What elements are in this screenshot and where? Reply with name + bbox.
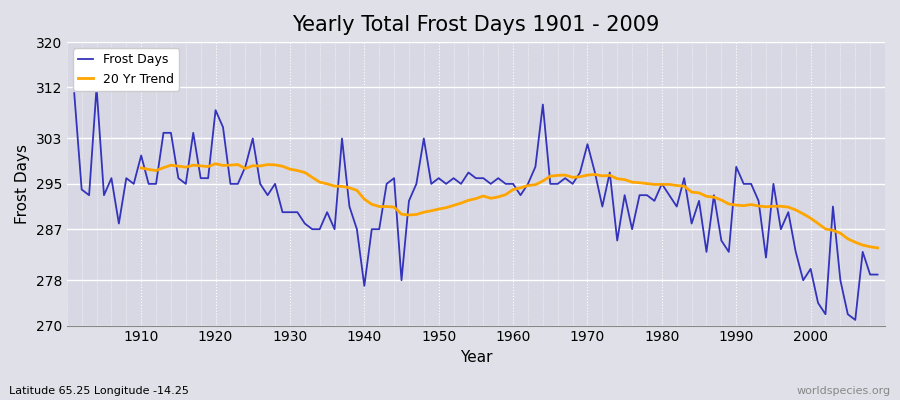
- 20 Yr Trend: [582, 173, 593, 178]
- Legend: Frost Days, 20 Yr Trend: Frost Days, 20 Yr Trend: [73, 48, 179, 91]
- Frost Days: [605, 170, 616, 175]
- 20 Yr Trend: [872, 246, 883, 250]
- 20 Yr Trend: [314, 180, 325, 184]
- Frost Days: [508, 182, 518, 186]
- Text: Latitude 65.25 Longitude -14.25: Latitude 65.25 Longitude -14.25: [9, 386, 189, 396]
- Frost Days: [344, 204, 355, 209]
- Frost Days: [68, 91, 79, 96]
- 20 Yr Trend: [842, 236, 853, 241]
- Line: Frost Days: Frost Days: [74, 88, 878, 320]
- Frost Days: [136, 153, 147, 158]
- Frost Days: [300, 221, 310, 226]
- Frost Days: [850, 318, 860, 322]
- 20 Yr Trend: [211, 161, 221, 166]
- Frost Days: [515, 193, 526, 198]
- Line: 20 Yr Trend: 20 Yr Trend: [141, 164, 878, 248]
- X-axis label: Year: Year: [460, 350, 492, 365]
- Title: Yearly Total Frost Days 1901 - 2009: Yearly Total Frost Days 1901 - 2009: [292, 15, 660, 35]
- 20 Yr Trend: [284, 167, 295, 172]
- 20 Yr Trend: [523, 183, 534, 188]
- Y-axis label: Frost Days: Frost Days: [15, 144, 30, 224]
- 20 Yr Trend: [136, 166, 147, 170]
- Frost Days: [91, 85, 102, 90]
- 20 Yr Trend: [820, 226, 831, 231]
- Text: worldspecies.org: worldspecies.org: [796, 386, 891, 396]
- Frost Days: [872, 272, 883, 277]
